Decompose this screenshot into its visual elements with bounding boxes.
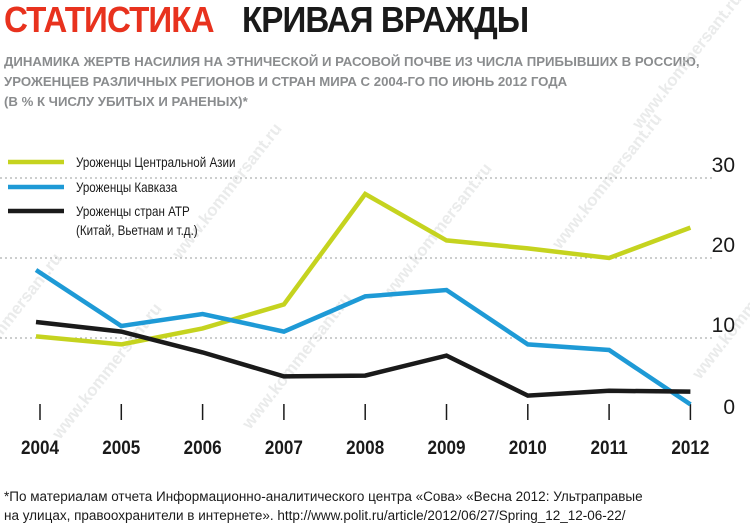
legend-label-line-2: (Китай, Вьетнам и т.д.) [76, 223, 198, 238]
x-axis-ticks: 2004 2005 2006 2007 2008 2009 2010 2011 2012 [21, 404, 709, 458]
x-tick-label: 2008 [346, 437, 384, 458]
legend-label: Уроженцы Кавказа [76, 180, 177, 195]
watermark-text: www.kommersant.ru [378, 159, 496, 303]
series-line-apac [35, 319, 691, 398]
legend: Уроженцы Центральной Азии Уроженцы Кавказ… [8, 155, 235, 238]
x-tick-label: 2005 [102, 437, 140, 458]
subtitle-line-2: УРОЖЕНЦЕВ РАЗЛИЧНЫХ РЕГИОНОВ И СТРАН МИР… [4, 74, 568, 89]
x-tick-label: 2006 [184, 437, 222, 458]
chart-subtitle: ДИНАМИКА ЖЕРТВ НАСИЛИЯ НА ЭТНИЧЕСКОЙ И Р… [4, 52, 746, 112]
watermark-text: www.kommersant.ru [168, 119, 286, 263]
legend-item-caucasus: Уроженцы Кавказа [8, 180, 177, 195]
series-line-caucasus [34, 268, 692, 407]
subtitle-line-3: (В % К ЧИСЛУ УБИТЫХ И РАНЕНЫХ)* [4, 94, 248, 109]
page-title: КРИВАЯ ВРАЖДЫ [241, 0, 529, 40]
y-tick-label: 30 [712, 154, 735, 177]
y-tick-label: 0 [723, 396, 735, 419]
y-tick-label: 20 [712, 234, 735, 257]
legend-label: Уроженцы стран АТР [76, 204, 190, 219]
x-tick-label: 2011 [591, 437, 628, 458]
x-tick-label: 2007 [265, 437, 303, 458]
y-tick-label: 10 [712, 314, 735, 337]
footnote-line-1: *По материалам отчета Информационно-анал… [4, 489, 643, 504]
watermark-text: www.kommersant.ru [628, 0, 746, 133]
watermark-text: www.kommersant.ru [688, 239, 750, 383]
y-axis-ticks: 0 10 20 30 [712, 154, 735, 419]
x-tick-label: 2004 [21, 437, 59, 458]
watermark-text: www.kommersant.ru [0, 249, 66, 393]
x-tick-label: 2010 [509, 437, 547, 458]
legend-label: Уроженцы Центральной Азии [76, 155, 235, 170]
watermark-text: www.kommersant.ru [548, 109, 666, 253]
rubric-label: СТАТИСТИКА [4, 0, 215, 40]
legend-item-central-asia: Уроженцы Центральной Азии [8, 155, 235, 170]
x-tick-label: 2012 [671, 437, 709, 458]
series-lines [34, 191, 692, 407]
x-tick-label: 2009 [427, 437, 465, 458]
header: СТАТИСТИКА КРИВАЯ ВРАЖДЫ [4, 0, 746, 40]
legend-item-apac: Уроженцы стран АТР (Китай, Вьетнам и т.д.… [8, 204, 198, 238]
footnote-line-2: на улицах, правоохранители в интернете».… [4, 508, 626, 523]
footnote: *По материалам отчета Информационно-анал… [4, 487, 748, 525]
subtitle-line-1: ДИНАМИКА ЖЕРТВ НАСИЛИЯ НА ЭТНИЧЕСКОЙ И Р… [4, 54, 700, 69]
